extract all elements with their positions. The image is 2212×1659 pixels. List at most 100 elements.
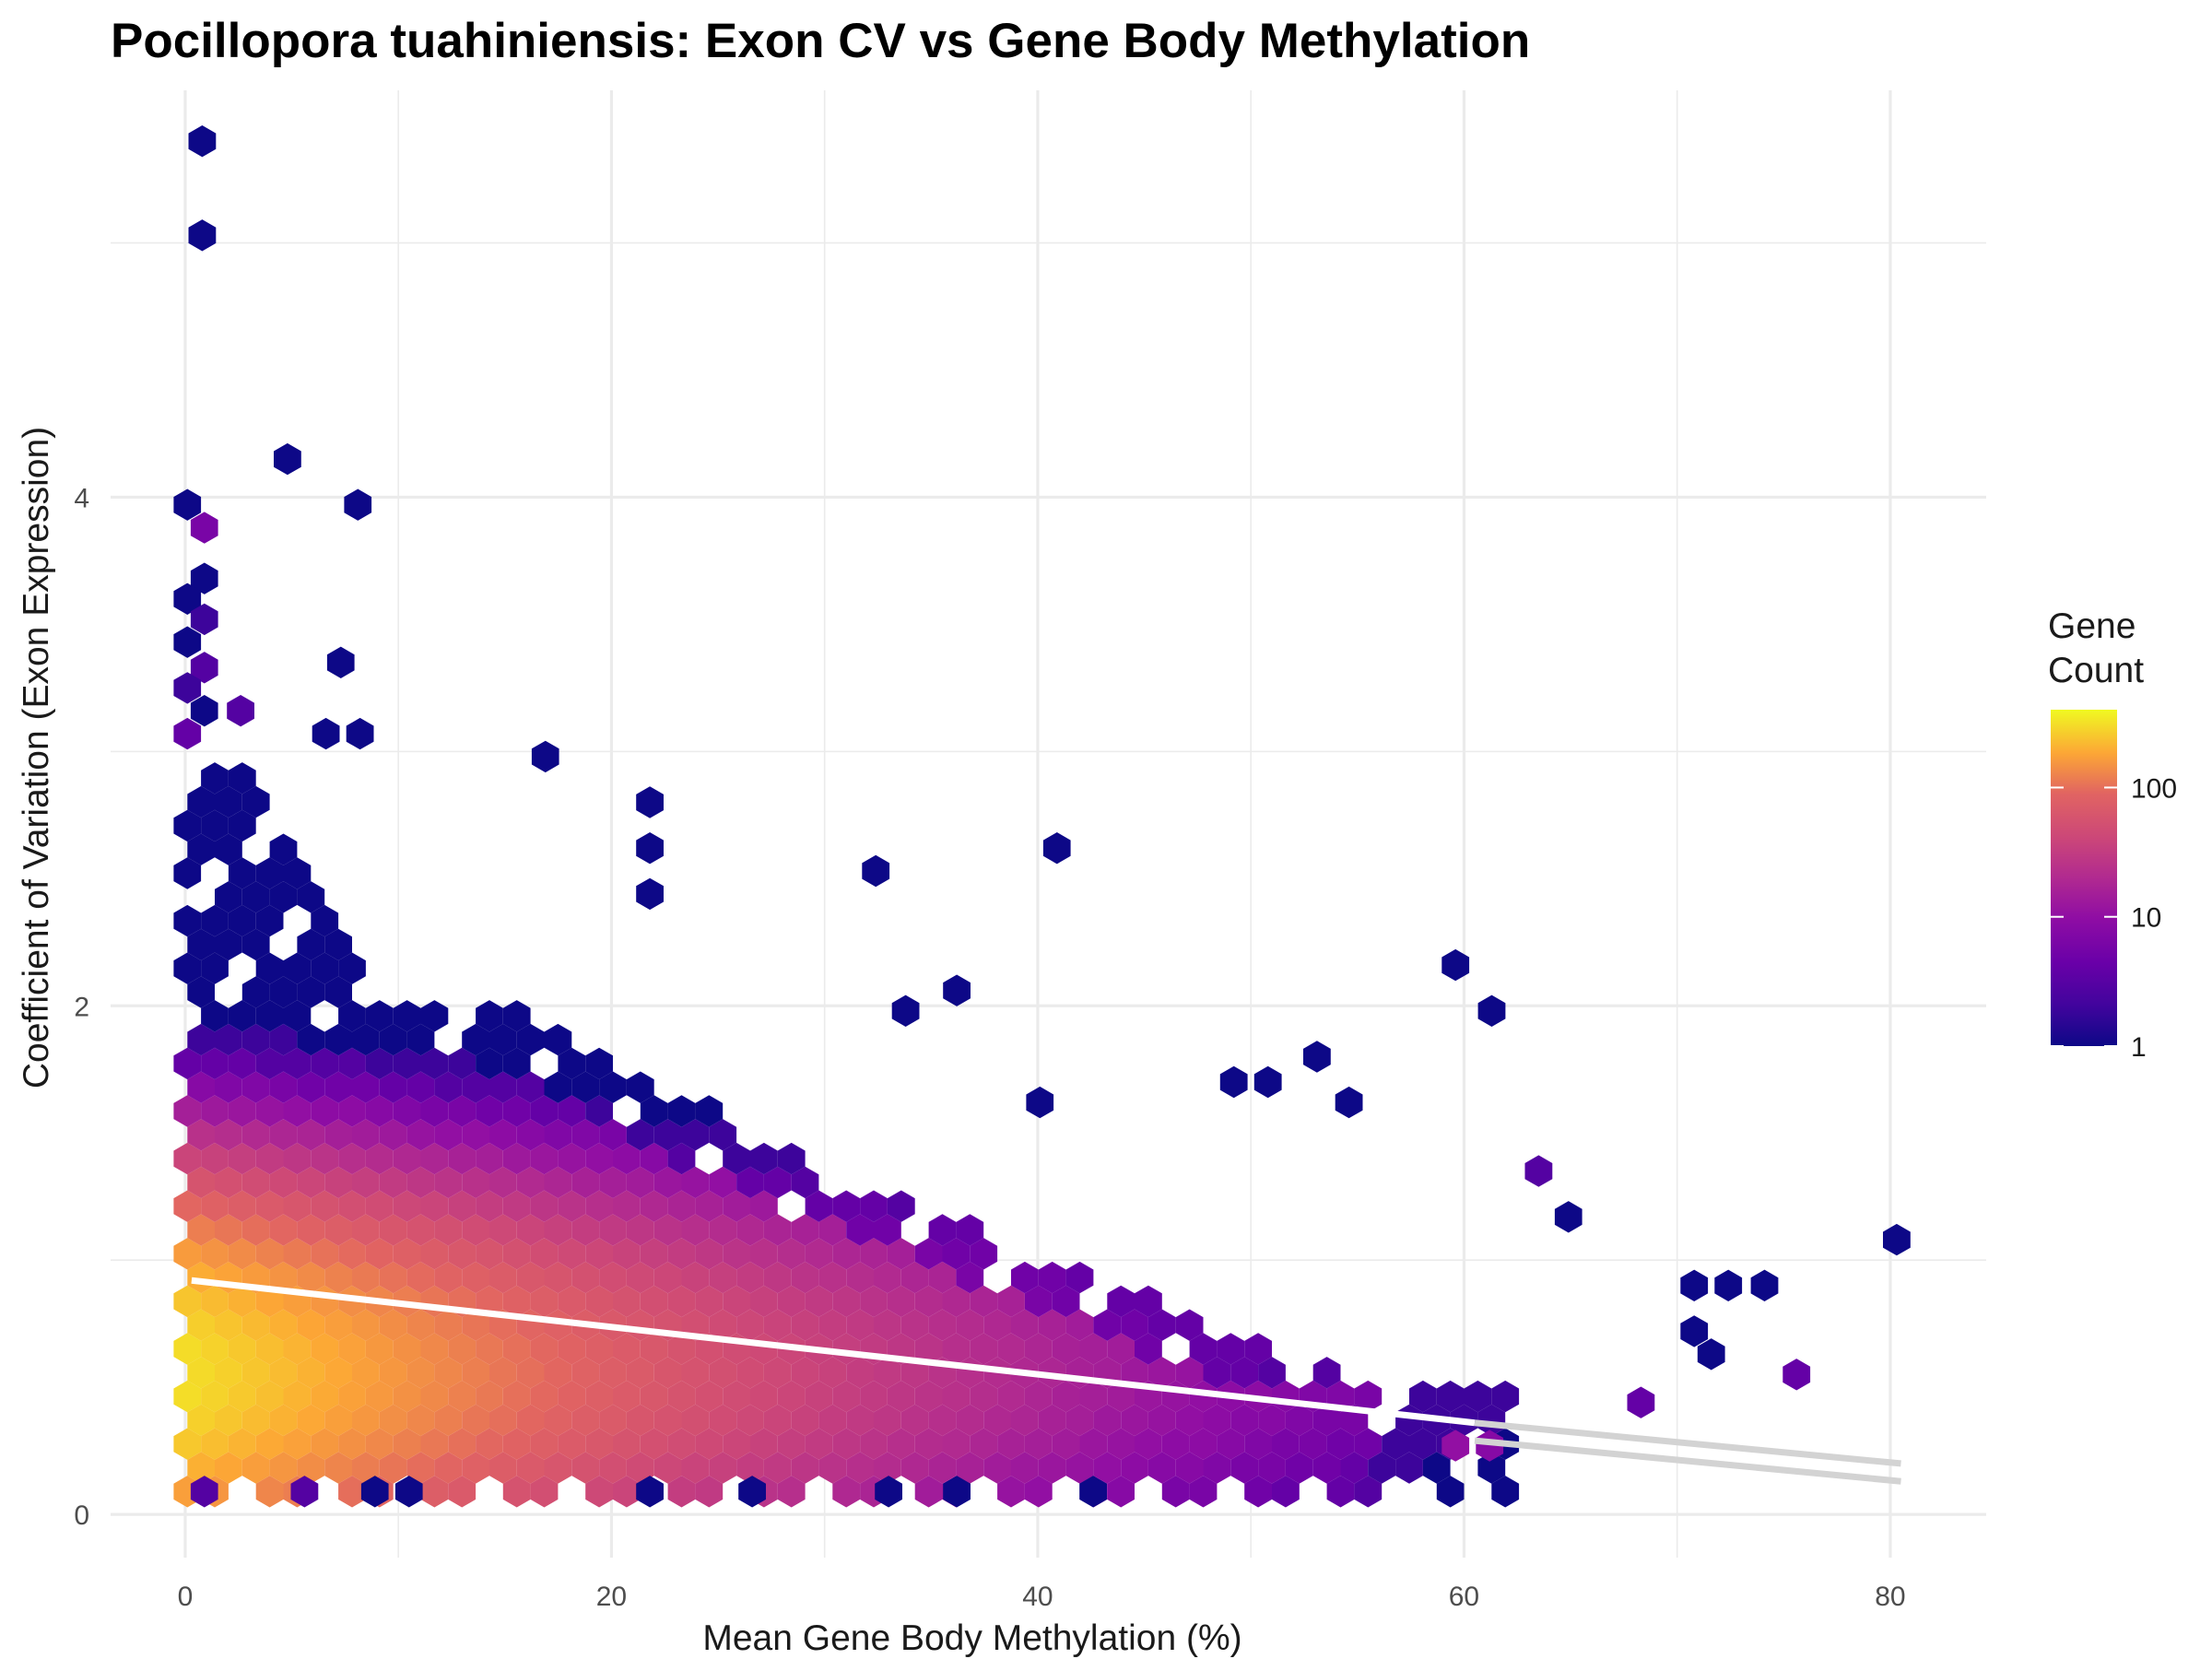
hexbin-cell — [983, 1404, 1011, 1437]
y-axis-title: Coefficient of Variation (Exon Expressio… — [17, 427, 56, 1088]
hexbin-cell — [777, 1428, 806, 1460]
hexbin-cell — [1189, 1428, 1218, 1460]
hexbin-cell — [311, 952, 339, 984]
hexbin-cell — [228, 1428, 256, 1460]
hexbin-cell — [887, 1238, 915, 1270]
hexbin-cell — [311, 1428, 339, 1460]
hexbin-cell — [585, 1476, 613, 1508]
hexbin-cell — [1135, 1333, 1162, 1365]
hexbin-cell — [900, 1309, 929, 1341]
hexbin-cell — [502, 1047, 531, 1080]
hexbin-cell — [736, 1214, 764, 1246]
hexbin-cell — [338, 952, 366, 984]
hexbin-cell — [393, 1333, 421, 1365]
hexbin-cell — [502, 1142, 531, 1175]
hexbin-cell — [805, 1428, 833, 1460]
hexbin-cell — [763, 1452, 792, 1484]
hexbin-cell — [338, 1238, 366, 1270]
hexbin-cell — [338, 1380, 366, 1413]
hexbin-cell — [599, 1261, 627, 1294]
hexbin-cell — [558, 1333, 586, 1365]
hexbin-cell — [187, 1452, 215, 1484]
hexbin-cell — [1476, 1430, 1504, 1462]
hexbin-cell — [1011, 1309, 1039, 1341]
legend-title-line-2: Count — [2048, 651, 2144, 690]
hexbin-cell — [173, 857, 202, 889]
hexbin-cell — [695, 1285, 724, 1318]
hexbin-cell — [406, 1071, 435, 1103]
hexbin-cell — [544, 1071, 572, 1103]
hexbin-cell — [241, 1071, 270, 1103]
hexbin-cell — [695, 1476, 724, 1508]
hexbin-cell — [956, 1452, 984, 1484]
hexbin-cell — [352, 1166, 380, 1199]
hexbin-cell — [997, 1476, 1025, 1508]
hexbin-cell — [900, 1452, 929, 1484]
hexbin-cell — [290, 1476, 319, 1508]
hexbin-cell — [1093, 1309, 1122, 1341]
hexbin-cell — [379, 1166, 407, 1199]
hexbin-cell — [352, 1023, 380, 1056]
hexbin-cell — [215, 785, 242, 818]
trend-line — [191, 1277, 1476, 1427]
hexbin-cell — [900, 1404, 929, 1437]
hexbin-cell — [636, 877, 664, 911]
hexbin-cell — [462, 1309, 489, 1341]
hexbin-cell — [818, 1214, 847, 1246]
hexbin-cell — [255, 1285, 284, 1318]
hexbin-cell — [516, 1214, 545, 1246]
hexbin-cell — [190, 695, 218, 727]
hexbin-cell — [585, 1142, 613, 1175]
x-tick-label: 20 — [596, 1582, 627, 1612]
hexbin-cell — [862, 854, 890, 888]
hexbin-cell — [1477, 994, 1506, 1027]
hexbin-cell — [530, 1238, 559, 1270]
hexbin-cell — [215, 1452, 242, 1484]
x-tick-label: 0 — [178, 1582, 194, 1612]
hexbin-cell — [269, 1214, 298, 1246]
hexbin-cell — [516, 1357, 545, 1389]
hexbin-cell — [777, 1380, 806, 1413]
hexbin-cell — [558, 1428, 586, 1460]
hexbin-cell — [516, 1166, 545, 1199]
hexbin-cell — [338, 1190, 366, 1222]
hexbin-cell — [379, 1214, 407, 1246]
hexbin-cell — [874, 1452, 901, 1484]
y-tick-label: 4 — [74, 483, 89, 513]
hexbin-cell — [489, 1023, 517, 1056]
hexbin-cell — [750, 1285, 778, 1318]
hexbin-cell — [1121, 1309, 1148, 1341]
hexbin-cell — [241, 1309, 270, 1341]
hexbin-cell — [1107, 1476, 1135, 1508]
hexbin-cell — [914, 1285, 943, 1318]
hexbin-cell — [269, 1452, 298, 1484]
hexbin-cell — [942, 1333, 971, 1365]
trend-lines — [191, 1277, 1901, 1485]
hexbin-cell — [338, 1333, 366, 1365]
hexbin-cell — [750, 1142, 778, 1175]
hexbin-cell — [653, 1261, 682, 1294]
hexbin-cell — [173, 488, 202, 521]
hexbin-cell — [613, 1238, 641, 1270]
hexbin-cell — [558, 1285, 586, 1318]
hexbin-cell — [667, 1333, 696, 1365]
hexbin-cell — [1627, 1386, 1655, 1418]
hexbin-cell — [324, 1023, 352, 1056]
hexbin-cell — [1441, 948, 1470, 982]
hexbin-cell — [626, 1071, 654, 1103]
hexbin-cell — [489, 1404, 517, 1437]
hexbin-cell — [681, 1452, 710, 1484]
hexbin-cell — [860, 1190, 888, 1222]
hexbin-cell — [215, 1023, 242, 1056]
hexbin-cell — [1783, 1359, 1811, 1391]
hexbin-cell — [530, 1476, 559, 1508]
hexbin-cell — [558, 1380, 586, 1413]
hexbin-cell — [585, 1380, 613, 1413]
hexbin-cell — [956, 1261, 984, 1294]
hexbin-cell — [599, 1119, 627, 1151]
hexbin-cell — [530, 1190, 559, 1222]
hexbin-cell — [1042, 832, 1071, 865]
hexbin-cell — [173, 717, 202, 750]
hexbin-cell — [640, 1238, 668, 1270]
hexbin-cell — [324, 1404, 352, 1437]
